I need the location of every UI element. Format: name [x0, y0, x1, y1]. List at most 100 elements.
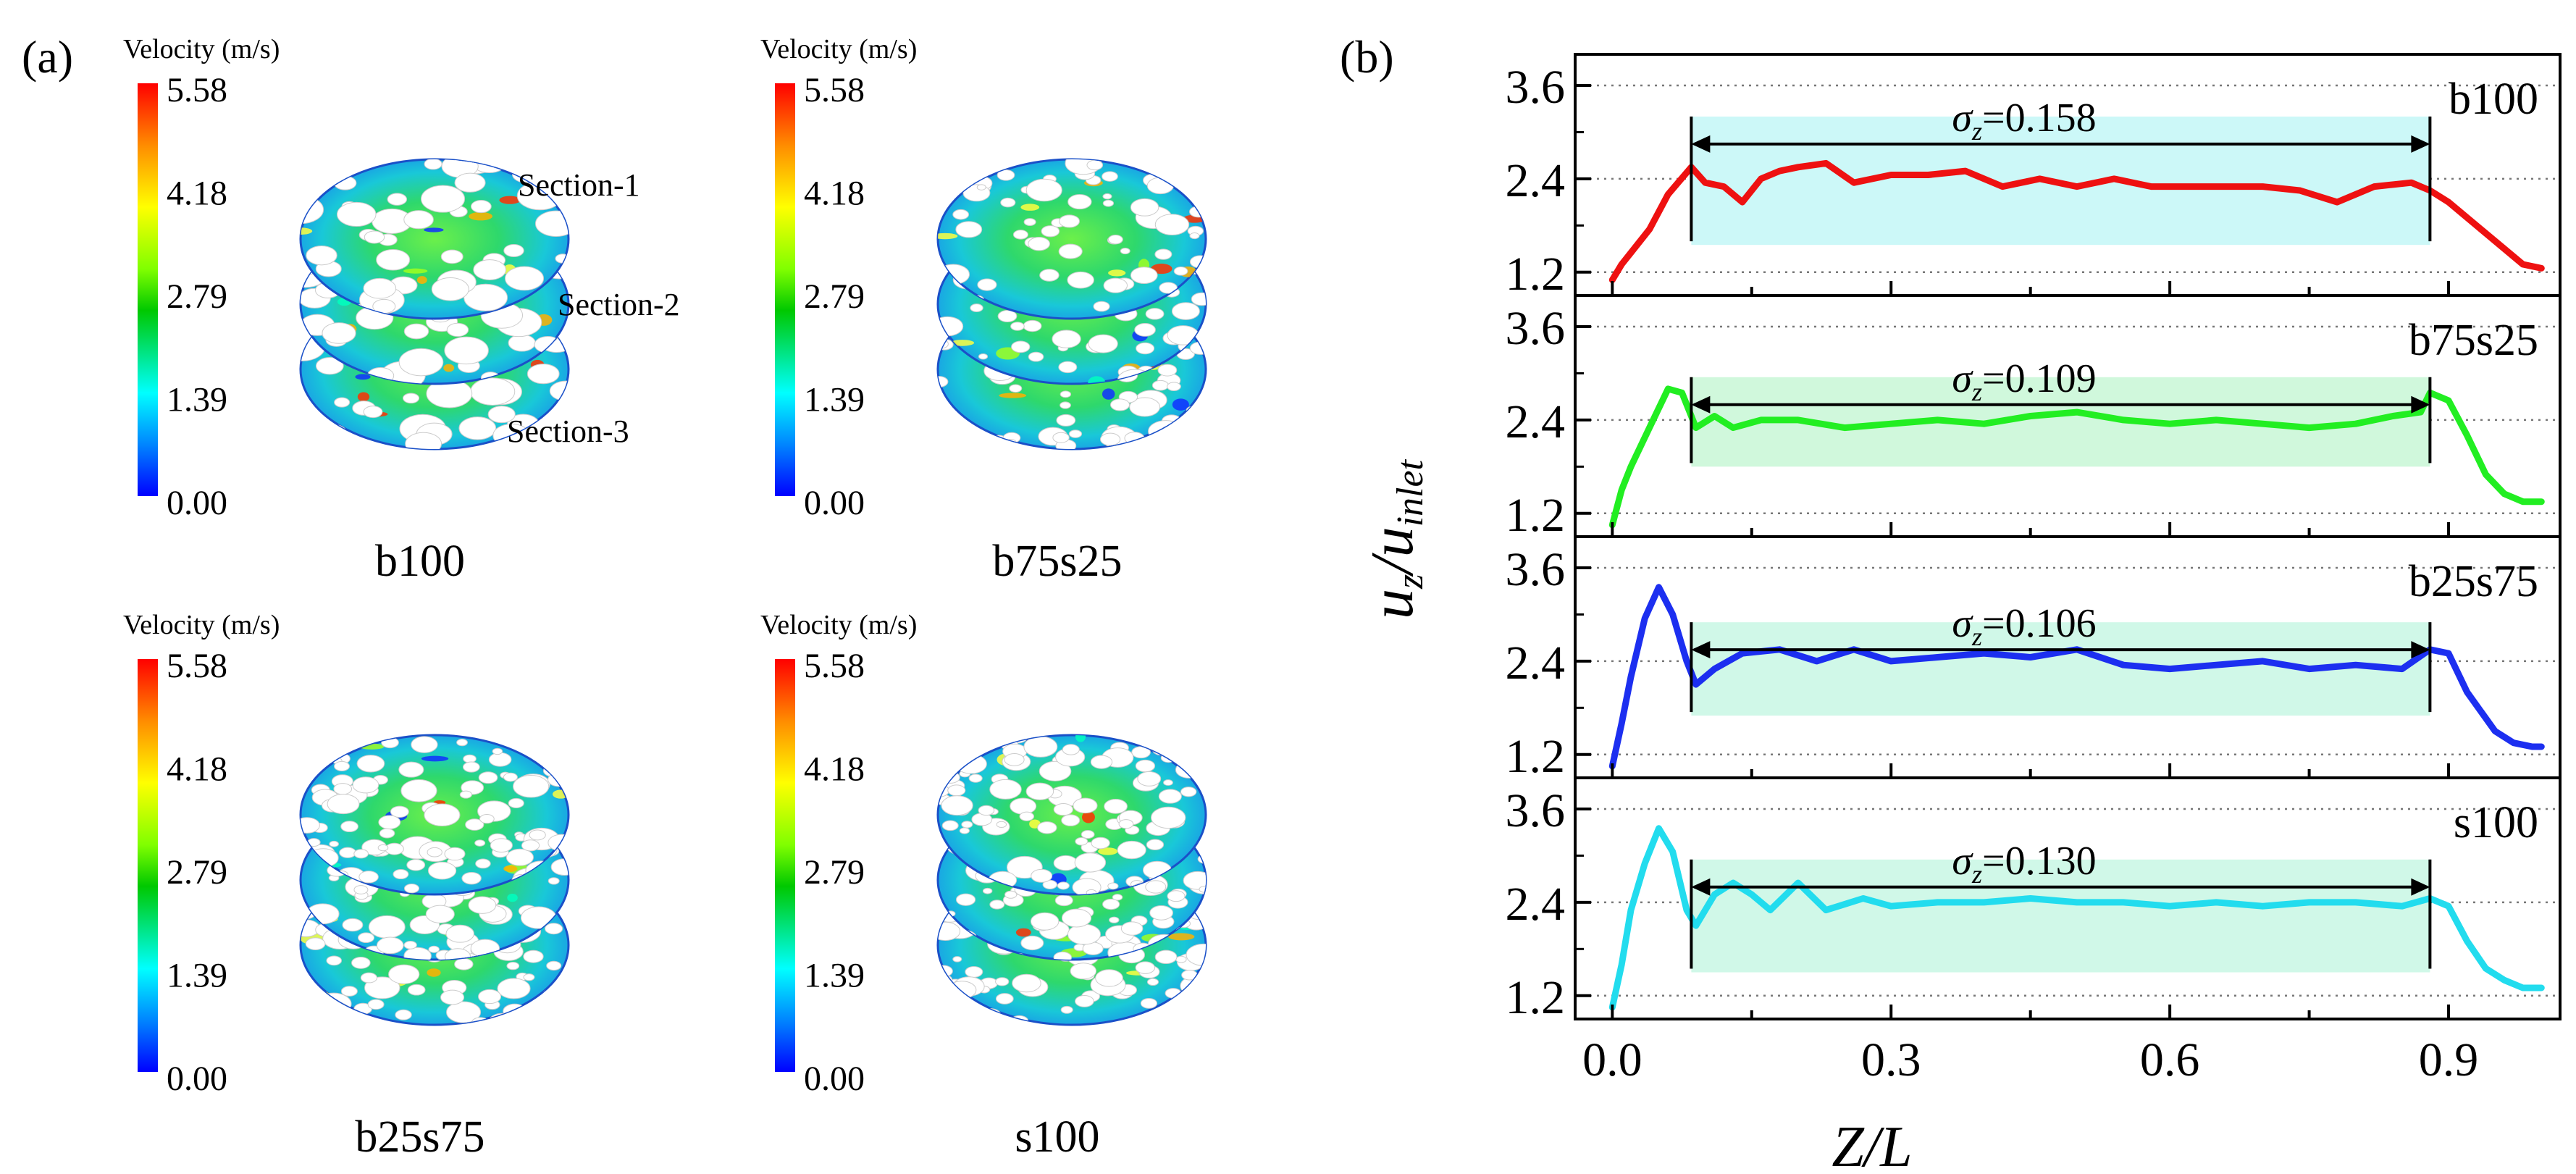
particle	[407, 984, 426, 996]
particle	[1086, 159, 1104, 171]
particle	[444, 847, 466, 861]
particle	[1099, 432, 1121, 446]
particle	[1081, 830, 1095, 839]
particle	[938, 1002, 965, 1023]
velocity-spot	[507, 893, 518, 902]
particle	[309, 1002, 323, 1012]
velocity-spot	[1168, 933, 1195, 941]
velocity-spot	[1102, 388, 1115, 400]
particle	[1151, 806, 1186, 829]
particle	[947, 784, 966, 797]
particle	[425, 905, 455, 923]
particle	[1189, 232, 1200, 240]
velocity-spot	[1020, 204, 1040, 211]
particle	[938, 1003, 945, 1010]
particle	[952, 209, 970, 220]
particle	[547, 834, 569, 852]
particle	[1004, 890, 1018, 899]
particle	[445, 924, 474, 943]
particle	[1075, 837, 1088, 846]
particle	[989, 779, 1022, 800]
particle	[951, 1005, 962, 1012]
particle	[462, 761, 480, 773]
particle	[428, 945, 440, 953]
y-tick-label: 1.2	[1506, 971, 1566, 1024]
particle	[360, 972, 378, 984]
particle	[544, 739, 569, 760]
particle	[387, 193, 408, 206]
colorbar-tick: 4.18	[804, 175, 865, 213]
velocity-spot	[403, 268, 428, 274]
velocity-spot	[503, 865, 518, 873]
particle	[553, 996, 569, 1010]
particle	[503, 244, 524, 258]
particle	[478, 771, 498, 784]
particle	[1146, 839, 1165, 851]
velocity-spot	[1075, 735, 1086, 742]
particle	[367, 999, 385, 1010]
section-label-2: Section-2	[558, 287, 680, 322]
particle	[1117, 840, 1146, 860]
particle	[1054, 894, 1073, 907]
particle	[1146, 978, 1159, 986]
subplot-title-b25s75: b25s75	[2409, 557, 2538, 606]
particle	[440, 989, 465, 1005]
particle	[326, 955, 343, 966]
particle	[977, 278, 997, 291]
particle	[358, 932, 375, 944]
particle	[976, 184, 986, 190]
particle	[1146, 177, 1174, 195]
particle	[405, 432, 442, 449]
particle	[505, 848, 534, 866]
particle	[333, 783, 353, 795]
particle	[403, 940, 417, 949]
sigma-label: σz=0.109	[1952, 356, 2096, 406]
particle	[1102, 199, 1115, 207]
range-arrow-head-right	[2411, 641, 2430, 659]
particle	[1028, 351, 1044, 362]
section-label-1: Section-1	[518, 167, 640, 203]
particle	[322, 322, 356, 344]
particle	[1030, 912, 1060, 931]
range-arrow-head-left	[1691, 395, 1711, 414]
particle	[978, 353, 989, 360]
colorbar-title: Velocity (m/s)	[760, 34, 917, 64]
colorbar-tick: 5.58	[804, 647, 865, 685]
particle	[1120, 921, 1144, 936]
particle	[1067, 923, 1102, 945]
particle	[403, 323, 429, 340]
particle	[1120, 247, 1130, 255]
particle	[1091, 837, 1110, 850]
particle	[513, 775, 550, 798]
range-arrow-head-left	[1691, 641, 1711, 659]
range-arrow-head-left	[1691, 878, 1711, 896]
particle	[1052, 330, 1081, 348]
particle	[965, 966, 983, 978]
case-label-b25s75: b25s75	[355, 1112, 484, 1162]
particle	[955, 221, 983, 238]
x-tick-label: 0.0	[1582, 1033, 1642, 1086]
particle	[1145, 308, 1165, 320]
particle	[938, 329, 946, 337]
particle	[1004, 752, 1025, 766]
particle	[1181, 970, 1198, 981]
particle	[1130, 267, 1158, 285]
velocity-spot	[355, 374, 371, 380]
particle	[941, 997, 952, 1004]
range-arrow-head-left	[1691, 135, 1711, 153]
particle	[340, 986, 358, 997]
particle	[1067, 194, 1092, 210]
particle	[1107, 882, 1119, 890]
velocity-spot	[416, 276, 427, 284]
particle	[555, 253, 569, 264]
subplot-b75s25: σz=0.109 b75s25 3.6 2.4 1.2	[1506, 294, 2562, 542]
particle	[1025, 178, 1062, 202]
particle	[358, 871, 379, 884]
particle	[1062, 744, 1080, 755]
particle	[393, 869, 409, 880]
colorbar-tick: 2.79	[167, 853, 227, 892]
particle	[523, 949, 544, 963]
particle	[1095, 969, 1123, 987]
particle	[403, 210, 434, 230]
colorbar-tick: 5.58	[167, 71, 227, 109]
